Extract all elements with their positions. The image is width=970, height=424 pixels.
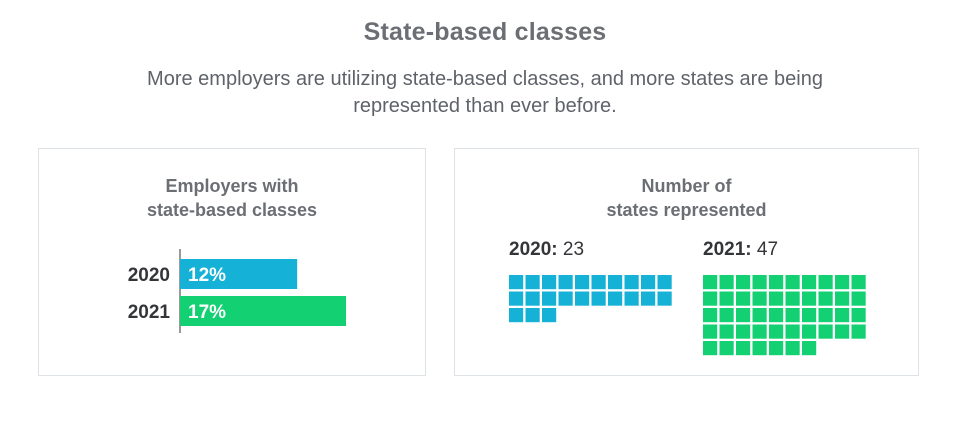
waffle-square-2020 — [542, 291, 557, 306]
waffle-square-2020 — [558, 275, 573, 290]
waffle-square-2021 — [719, 308, 734, 323]
waffle-square-2020 — [542, 275, 557, 290]
waffle-square-2021 — [802, 308, 817, 323]
states-panel: Number of states represented 2020: 23 20… — [454, 148, 919, 376]
waffle-2021-year: 2021 — [703, 239, 746, 260]
employers-title-line-1: Employers with — [165, 176, 299, 196]
waffle-square-2020 — [509, 308, 524, 323]
waffle-square-2020 — [624, 291, 639, 306]
bar-value-label-2021: 17% — [188, 302, 226, 323]
waffle-square-2021 — [818, 291, 833, 306]
waffle-square-2020 — [558, 291, 573, 306]
waffle-square-2021 — [785, 308, 800, 323]
waffle-square-2020 — [525, 291, 540, 306]
states-chart-title: Number of states represented — [455, 174, 918, 222]
waffle-square-2021 — [752, 275, 767, 290]
waffle-square-2021 — [769, 291, 784, 306]
waffle-square-2021 — [785, 291, 800, 306]
waffle-2020-year: 2020 — [509, 239, 552, 260]
bar-2020 — [180, 259, 298, 289]
waffle-square-2021 — [752, 324, 767, 339]
waffle-square-2020 — [525, 308, 540, 323]
waffle-square-2021 — [835, 291, 850, 306]
waffle-square-2021 — [818, 308, 833, 323]
employers-chart-title: Employers with state-based classes — [39, 174, 425, 222]
waffle-square-2021 — [736, 324, 751, 339]
waffle-square-2021 — [785, 275, 800, 290]
waffle-square-2021 — [769, 341, 784, 356]
waffle-square-2021 — [851, 275, 866, 290]
subtitle-line-2: represented than ever before. — [353, 95, 617, 117]
waffle-square-2021 — [752, 341, 767, 356]
states-title-line-2: states represented — [606, 200, 767, 220]
waffle-2020-label: 2020: 23 — [509, 239, 585, 260]
subtitle-line-1: More employers are utilizing state-based… — [147, 68, 823, 90]
waffle-square-2021 — [719, 275, 734, 290]
waffle-square-2021 — [703, 308, 718, 323]
waffle-square-2021 — [851, 324, 866, 339]
waffle-square-2021 — [818, 275, 833, 290]
waffle-square-2021 — [719, 291, 734, 306]
waffle-square-2021 — [736, 341, 751, 356]
waffle-square-2021 — [851, 291, 866, 306]
waffle-square-2021 — [802, 291, 817, 306]
waffle-square-2020 — [608, 291, 623, 306]
waffle-2020-value: 23 — [562, 239, 585, 260]
waffle-square-2021 — [703, 291, 718, 306]
waffle-square-2021 — [802, 341, 817, 356]
waffle-2021-label: 2021: 47 — [703, 239, 779, 260]
waffle-square-2021 — [802, 275, 817, 290]
waffle-square-2020 — [509, 275, 524, 290]
waffle-square-2020 — [641, 275, 656, 290]
states-title-line-1: Number of — [641, 176, 732, 196]
waffle-square-2021 — [703, 275, 718, 290]
waffle-square-2021 — [752, 291, 767, 306]
waffle-square-2020 — [575, 291, 590, 306]
waffle-square-2021 — [835, 275, 850, 290]
waffle-square-2021 — [835, 308, 850, 323]
employers-panel: Employers with state-based classes 2020 1… — [38, 148, 426, 376]
employers-bar-chart: 2020 12% 2021 17% — [128, 249, 346, 333]
page-subtitle: More employers are utilizing state-based… — [90, 66, 880, 120]
waffle-square-2021 — [703, 341, 718, 356]
waffle-square-2021 — [785, 324, 800, 339]
waffle-square-2021 — [719, 341, 734, 356]
page-title: State-based classes — [363, 18, 607, 46]
states-waffle-chart — [509, 275, 866, 356]
waffle-square-2021 — [736, 308, 751, 323]
waffle-square-2020 — [525, 275, 540, 290]
waffle-square-2021 — [736, 291, 751, 306]
waffle-square-2021 — [851, 308, 866, 323]
employers-title-line-2: state-based classes — [146, 200, 318, 220]
waffle-square-2021 — [752, 308, 767, 323]
waffle-square-2020 — [509, 291, 524, 306]
waffle-square-2020 — [591, 275, 606, 290]
waffle-square-2021 — [785, 341, 800, 356]
waffle-square-2020 — [575, 275, 590, 290]
waffle-square-2021 — [703, 324, 718, 339]
waffle-2021-value: 47 — [756, 239, 779, 260]
waffle-square-2020 — [542, 308, 557, 323]
waffle-square-2021 — [802, 324, 817, 339]
waffle-square-2021 — [835, 324, 850, 339]
bar-category-label-2021: 2021 — [128, 302, 171, 323]
waffle-square-2021 — [769, 324, 784, 339]
waffle-square-2021 — [719, 324, 734, 339]
bar-value-label-2020: 12% — [188, 265, 226, 286]
waffle-square-2020 — [624, 275, 639, 290]
waffle-square-2020 — [641, 291, 656, 306]
waffle-square-2021 — [818, 324, 833, 339]
waffle-square-2020 — [657, 275, 672, 290]
waffle-square-2021 — [736, 275, 751, 290]
waffle-square-2020 — [657, 291, 672, 306]
bar-2021 — [180, 296, 346, 326]
waffle-square-2021 — [769, 308, 784, 323]
waffle-square-2020 — [591, 291, 606, 306]
waffle-square-2021 — [769, 275, 784, 290]
waffle-square-2020 — [608, 275, 623, 290]
bar-category-label-2020: 2020 — [128, 265, 170, 286]
